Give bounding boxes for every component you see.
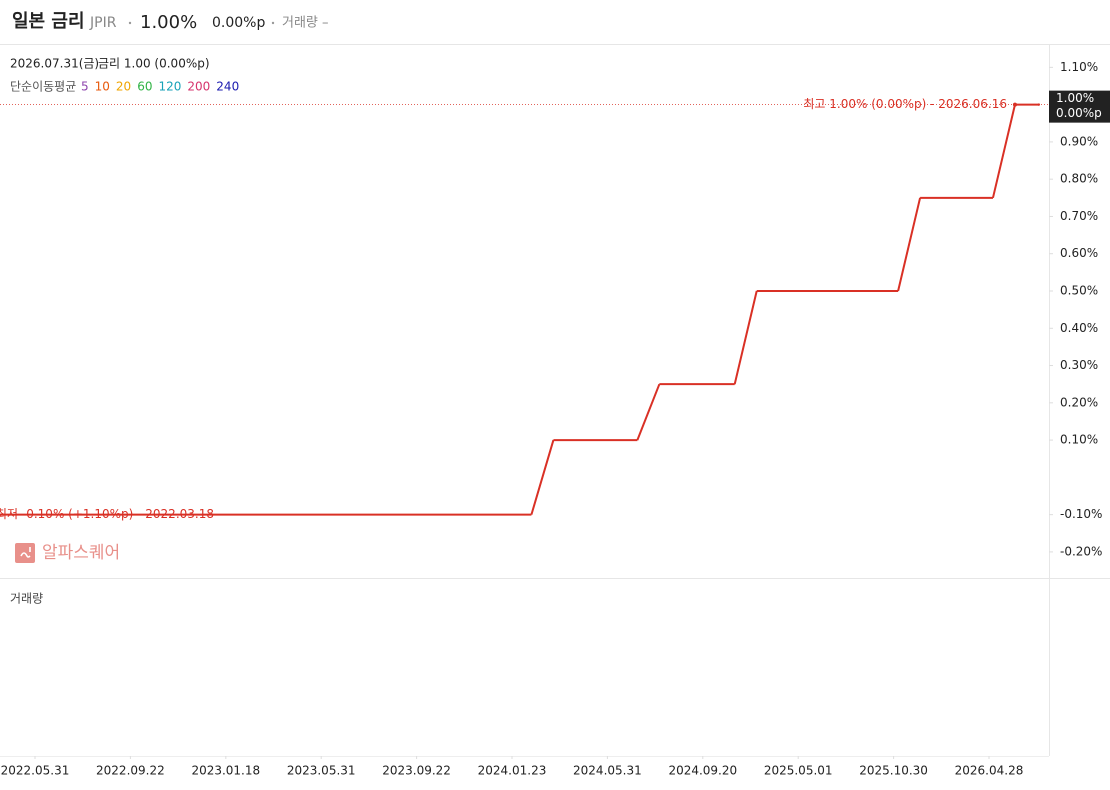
y-tick-label: 0.50%	[1060, 284, 1098, 298]
ma-legend: 5 10 20 60 120 200 240	[81, 80, 239, 94]
ma-period: 5	[81, 80, 89, 94]
y-tick-label: 0.80%	[1060, 172, 1098, 186]
y-tick-label: 1.10%	[1060, 60, 1098, 74]
x-tick-label: 2022.09.22	[96, 764, 165, 778]
high-annotation: 최고 1.00% (0.00%p) - 2026.06.16	[803, 97, 1007, 111]
x-tick-label: 2023.01.18	[191, 764, 260, 778]
ma-period: 20	[116, 80, 131, 94]
x-tick-label: 2024.01.23	[478, 764, 547, 778]
watermark: 알파스퀘어	[42, 543, 120, 563]
ma-label: 단순이동평균	[10, 80, 76, 94]
code: JPIR	[89, 15, 117, 31]
price: 1.00%	[140, 12, 197, 33]
step-connector	[636, 383, 661, 441]
step-connector	[897, 197, 922, 292]
info-quote: 금리 1.00 (0.00%p)	[98, 57, 210, 71]
y-tick-label: 0.30%	[1060, 358, 1098, 372]
title: 일본 금리	[12, 11, 85, 32]
x-tick-label: 2024.05.31	[573, 764, 642, 778]
high-marker	[1012, 102, 1017, 107]
current-label: 1.00%	[1056, 91, 1094, 105]
y-tick-label: 0.20%	[1060, 395, 1098, 409]
current-box	[1049, 90, 1110, 123]
change: 0.00%p	[212, 15, 265, 31]
separator	[128, 21, 132, 25]
volume-label: 거래량	[10, 592, 43, 606]
y-tick-label: 0.60%	[1060, 246, 1098, 260]
step-connector	[530, 439, 555, 515]
ma-period: 240	[216, 80, 239, 94]
y-tick-label: -0.20%	[1060, 544, 1102, 558]
low-annotation: 최저 -0.10% (+1.10%p) - 2022.03.18	[0, 507, 214, 521]
current-change: 0.00%p	[1056, 106, 1102, 120]
end-point	[1037, 103, 1041, 106]
plot: 최고 1.00% (0.00%p) - 2026.06.16 최저 -0.10% …	[0, 97, 1049, 521]
y-tick-label: -0.10%	[1060, 507, 1102, 521]
x-tick-label: 2024.09.20	[668, 764, 737, 778]
y-tick-label: 0.40%	[1060, 321, 1098, 335]
y-tick-label: 0.10%	[1060, 433, 1098, 447]
x-tick-label: 2023.09.22	[382, 764, 451, 778]
separator	[271, 21, 275, 25]
x-tick-label: 2023.05.31	[287, 764, 356, 778]
step-connector	[991, 104, 1016, 199]
y-tick-label: 0.90%	[1060, 134, 1098, 148]
volume-summary: 거래량 –	[282, 16, 329, 31]
x-tick-label: 2026.04.28	[955, 764, 1024, 778]
watermark-icon-glyph	[20, 547, 31, 558]
x-tick-label: 2022.05.31	[1, 764, 70, 778]
x-tick-label: 2025.10.30	[859, 764, 928, 778]
info-date: 2026.07.31(금)	[10, 57, 99, 71]
ma-period: 10	[95, 80, 110, 94]
ma-period: 200	[187, 80, 210, 94]
axes: 1.10% 0.90% 0.80% 0.70% 0.60% 0.50% 0.40% 0.30%…	[1, 60, 1110, 778]
y-tick-label: 0.70%	[1060, 209, 1098, 223]
step-connector	[733, 290, 758, 385]
ma-period: 120	[158, 80, 181, 94]
ma-period: 60	[137, 80, 152, 94]
x-tick-label: 2025.05.01	[764, 764, 833, 778]
